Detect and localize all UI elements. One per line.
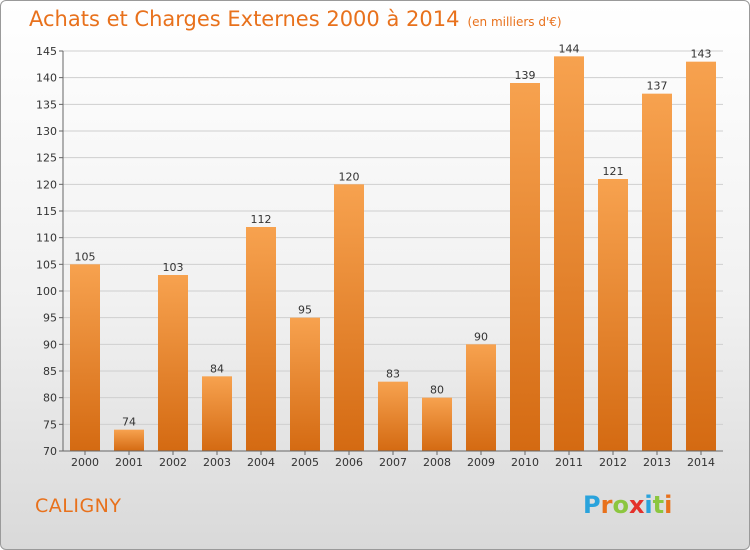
value-label: 105 (75, 250, 96, 263)
y-tick-label: 105 (36, 258, 57, 271)
x-tick-label: 2003 (203, 456, 231, 469)
y-tick-label: 95 (43, 312, 57, 325)
x-tick-label: 2004 (247, 456, 275, 469)
value-label: 120 (339, 170, 360, 183)
value-label: 90 (474, 330, 488, 343)
x-tick-label: 2014 (687, 456, 715, 469)
y-tick-label: 85 (43, 365, 57, 378)
y-tick-label: 70 (43, 445, 57, 458)
value-label: 143 (691, 48, 712, 61)
labels-group: 70 75 80 85 90 95 100 105 110 115 120 125 130 135 140 1… (36, 42, 715, 469)
chart-subtitle: (en milliers d'€) (467, 15, 562, 29)
bar (598, 179, 628, 451)
y-tick-label: 110 (36, 232, 57, 245)
value-label: 83 (386, 368, 400, 381)
y-tick-label: 140 (36, 72, 57, 85)
logo-letter: i (664, 491, 673, 519)
chart-title-text: Achats et Charges Externes 2000 à 2014 (29, 7, 460, 31)
logo-letter: o (612, 491, 629, 519)
y-tick-label: 115 (36, 205, 57, 218)
x-tick-label: 2010 (511, 456, 539, 469)
x-tick-label: 2009 (467, 456, 495, 469)
value-label: 95 (298, 304, 312, 317)
x-tick-label: 2008 (423, 456, 451, 469)
x-tick-label: 2000 (71, 456, 99, 469)
bar (642, 93, 672, 452)
y-tick-label: 90 (43, 338, 57, 351)
x-tick-label: 2011 (555, 456, 583, 469)
bar (114, 429, 144, 451)
logo-letter: P (583, 491, 601, 519)
y-tick-label: 130 (36, 125, 57, 138)
logo-letter: x (628, 491, 645, 519)
logo-letter: i (644, 491, 653, 519)
y-tick-label: 120 (36, 178, 57, 191)
y-tick-label: 145 (36, 45, 57, 58)
x-tick-label: 2001 (115, 456, 143, 469)
value-label: 80 (430, 384, 444, 397)
y-tick-label: 125 (36, 152, 57, 165)
bar (334, 184, 364, 452)
x-tick-label: 2007 (379, 456, 407, 469)
bar (510, 83, 540, 451)
value-label: 112 (251, 213, 272, 226)
value-label: 84 (210, 362, 224, 375)
value-label: 121 (603, 165, 624, 178)
y-tick-label: 75 (43, 418, 57, 431)
bars-group (70, 56, 716, 452)
bar (422, 397, 452, 451)
bar (202, 376, 232, 451)
value-label: 137 (647, 80, 668, 93)
x-tick-label: 2002 (159, 456, 187, 469)
chart-title: Achats et Charges Externes 2000 à 2014 (e… (29, 7, 562, 31)
bar (158, 275, 188, 451)
y-tick-label: 135 (36, 98, 57, 111)
value-label: 144 (559, 42, 580, 55)
x-tick-label: 2013 (643, 456, 671, 469)
x-tick-label: 2005 (291, 456, 319, 469)
x-tick-label: 2006 (335, 456, 363, 469)
proxiti-logo: Proxiti (583, 491, 672, 519)
bar (290, 317, 320, 451)
y-tick-label: 100 (36, 285, 57, 298)
bar (554, 56, 584, 451)
logo-letter: t (652, 491, 665, 519)
axes (59, 50, 723, 455)
bar (686, 61, 716, 452)
value-label: 139 (515, 69, 536, 82)
bar (246, 227, 276, 451)
commune-name: CALIGNY (35, 495, 122, 517)
bar (70, 264, 100, 451)
bar (466, 344, 496, 451)
bar (378, 381, 408, 451)
logo-letter: r (600, 491, 613, 519)
x-tick-label: 2012 (599, 456, 627, 469)
y-tick-label: 80 (43, 392, 57, 405)
value-label: 74 (122, 416, 136, 429)
value-label: 103 (163, 261, 184, 274)
